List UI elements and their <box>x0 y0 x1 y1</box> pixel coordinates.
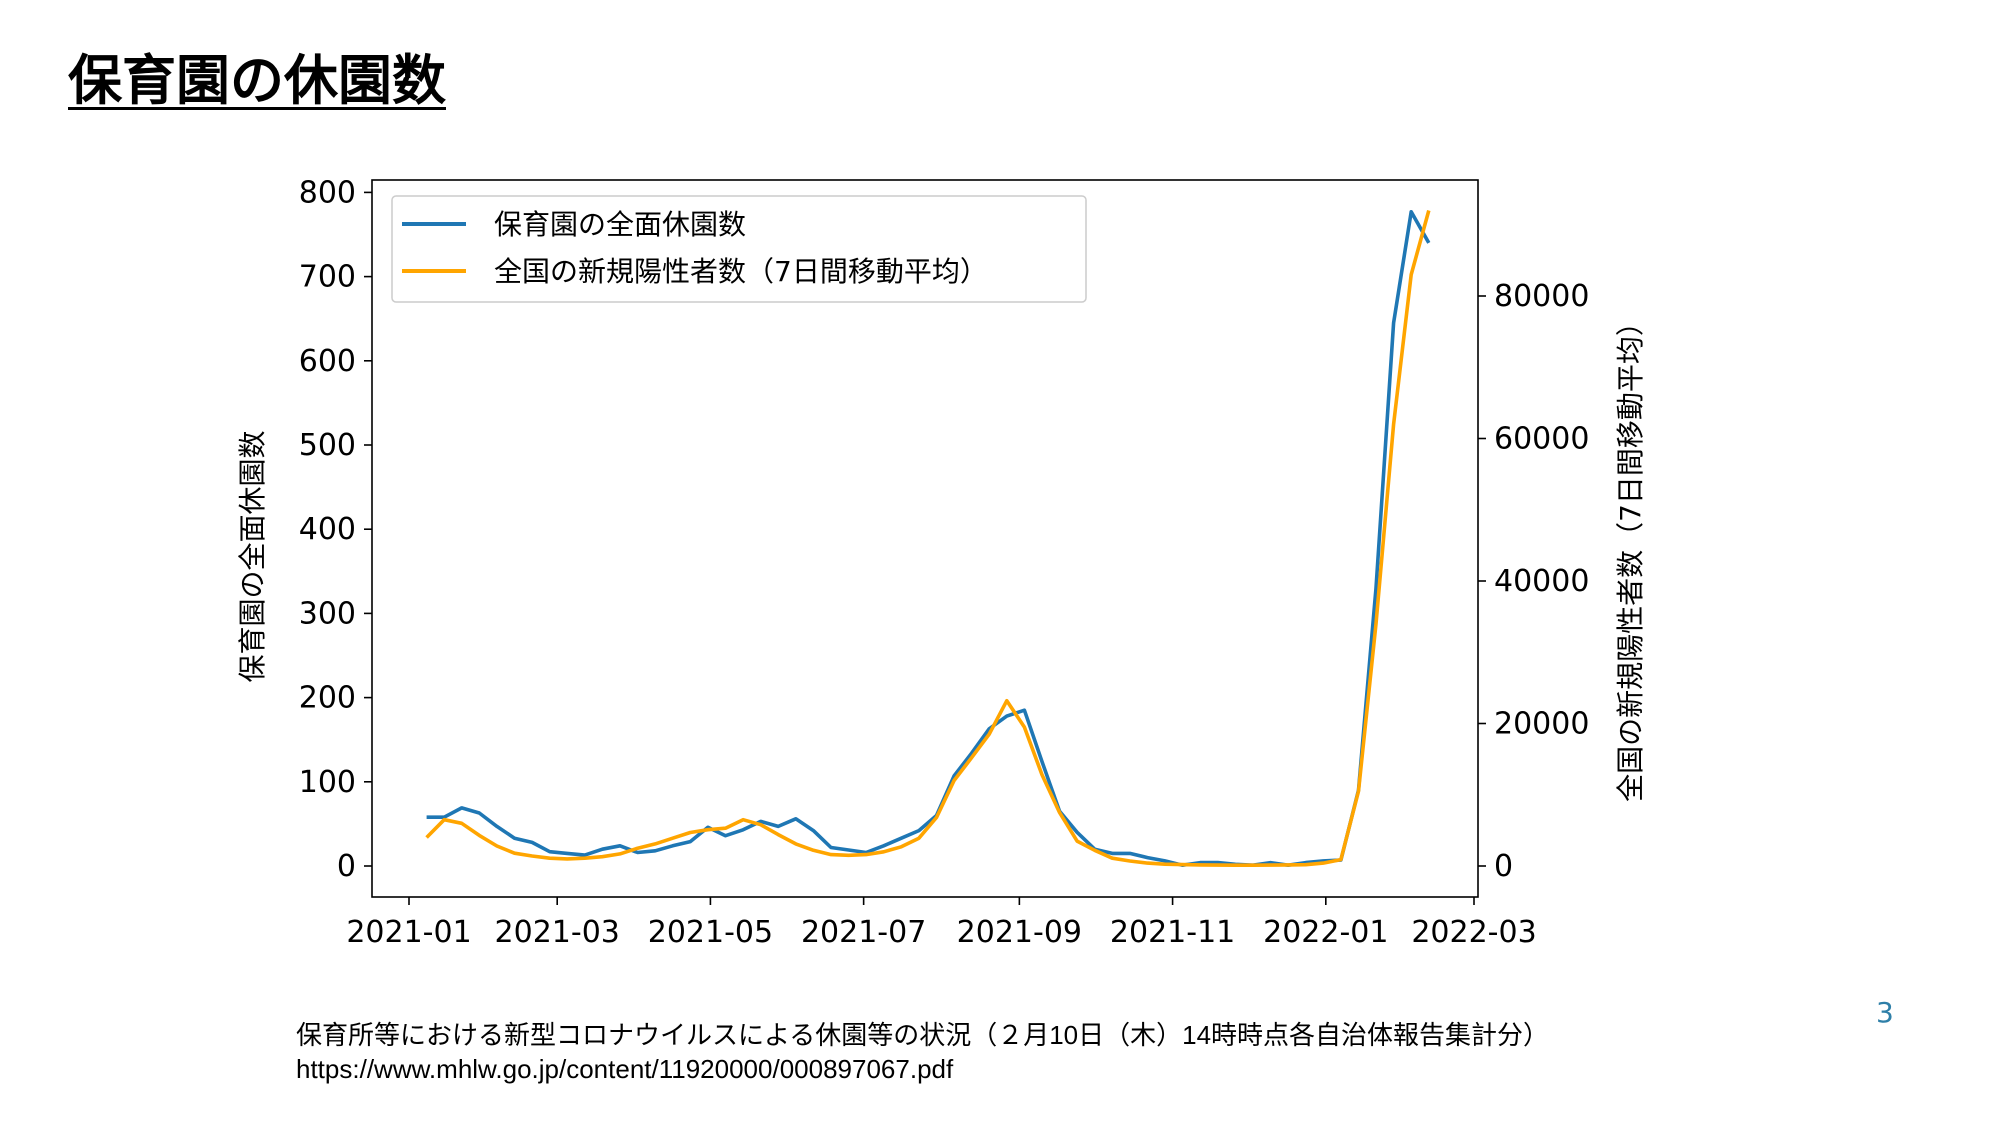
x-tick-label: 2021-03 <box>495 915 620 950</box>
x-tick-label: 2022-01 <box>1263 915 1388 950</box>
page-number: 3 <box>1876 996 1894 1029</box>
series-lines <box>425 210 1431 868</box>
plot-frame <box>371 179 1479 898</box>
legend-label-closures: 保育園の全面休園数 <box>494 208 746 241</box>
y-left-tick-label: 0 <box>337 849 356 884</box>
y-right-tick-label: 20000 <box>1494 707 1589 742</box>
axes: 0 100 200 300 400 500 600 700 800 0 20000 40000 6000… <box>236 175 1647 950</box>
source-footer: 保育所等における新型コロナウイルスによる休園等の状況（２月10日（木）14時時点… <box>296 1018 1549 1086</box>
y-left-tick-label: 300 <box>299 596 356 631</box>
y-right-tick-label: 60000 <box>1494 422 1589 457</box>
series-line-cases <box>425 210 1431 868</box>
y-left-tick-label: 400 <box>299 512 356 547</box>
legend-label-cases: 全国の新規陽性者数（7日間移動平均） <box>494 255 988 288</box>
x-tick-label: 2021-05 <box>648 915 773 950</box>
y-right-axis-label: 全国の新規陽性者数（7日間移動平均） <box>1614 308 1647 802</box>
y-right-tick-label: 40000 <box>1494 564 1589 599</box>
y-left-tick-label: 100 <box>299 765 356 800</box>
x-tick-label: 2022-03 <box>1411 915 1536 950</box>
y-left-tick-label: 700 <box>299 260 356 295</box>
x-tick-label: 2021-09 <box>957 915 1082 950</box>
x-tick-label: 2021-01 <box>346 915 471 950</box>
x-tick-label: 2021-07 <box>801 915 926 950</box>
y-left-tick-label: 800 <box>299 175 356 210</box>
series-line-closures <box>426 210 1431 868</box>
x-tick-label: 2021-11 <box>1110 915 1235 950</box>
slide-title: 保育園の休園数 <box>68 49 446 112</box>
y-left-tick-label: 500 <box>299 428 356 463</box>
source-url[interactable]: https://www.mhlw.go.jp/content/11920000/… <box>296 1054 954 1084</box>
y-right-tick-label: 80000 <box>1494 279 1589 314</box>
legend-box <box>391 195 1087 303</box>
y-right-tick-label: 0 <box>1494 849 1513 884</box>
y-left-tick-label: 600 <box>299 344 356 379</box>
source-citation: 保育所等における新型コロナウイルスによる休園等の状況（２月10日（木）14時時点… <box>296 1020 1550 1050</box>
y-left-tick-label: 200 <box>299 681 356 716</box>
y-left-axis-label: 保育園の全面休園数 <box>236 430 269 682</box>
legend: 保育園の全面休園数 全国の新規陽性者数（7日間移動平均） <box>391 195 1087 303</box>
